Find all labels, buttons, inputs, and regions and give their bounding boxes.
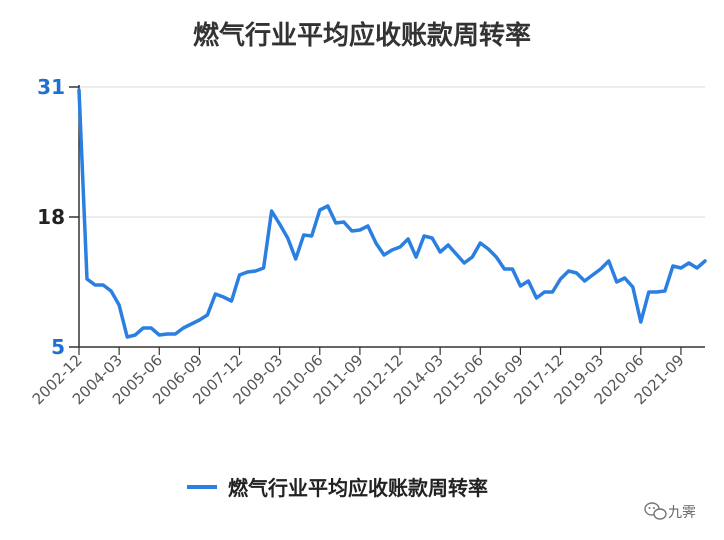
x-axis-ticks: 2002-122004-032005-062006-092007-122009-… bbox=[29, 347, 688, 408]
chart-title: 燃气行业平均应收账款周转率 bbox=[193, 20, 531, 51]
y-axis-ticks: 5 18 31 bbox=[37, 75, 79, 359]
watermark: 九霁 bbox=[644, 502, 696, 521]
watermark-text: 九霁 bbox=[668, 505, 696, 521]
legend[interactable]: 燃气行业平均应收账款周转率 bbox=[187, 476, 488, 500]
series-group bbox=[77, 88, 707, 339]
series-line bbox=[77, 88, 707, 339]
legend-label: 燃气行业平均应收账款周转率 bbox=[228, 476, 488, 500]
y-tick-label-5: 5 bbox=[51, 335, 65, 359]
y-tick-label-18: 18 bbox=[37, 205, 65, 229]
gridlines bbox=[79, 86, 705, 218]
wechat-icon bbox=[644, 502, 667, 520]
axes bbox=[78, 85, 705, 348]
y-tick-label-31: 31 bbox=[37, 75, 65, 99]
